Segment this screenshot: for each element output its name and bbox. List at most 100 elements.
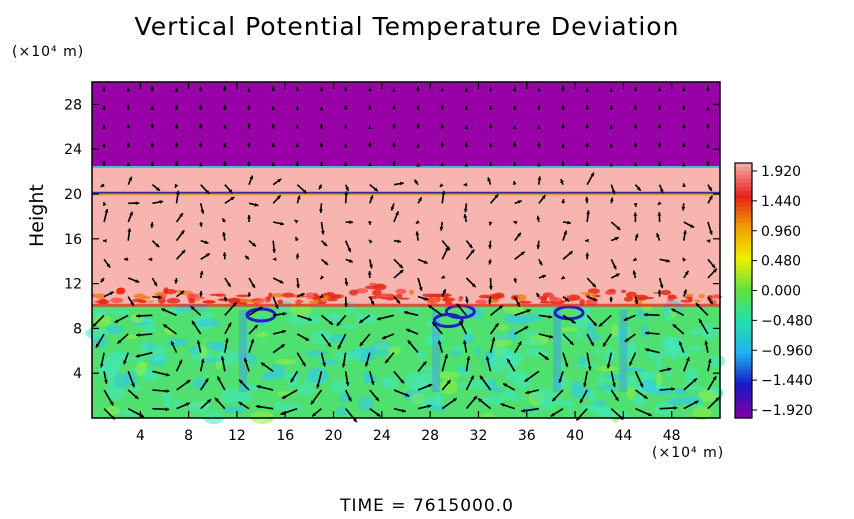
vector-arrow-head [616, 226, 621, 230]
vector-arrow-head [227, 322, 232, 327]
vector-arrow-head [310, 400, 315, 405]
vector-arrow-head [318, 185, 323, 190]
vector-arrow-head [567, 220, 571, 225]
vector-arrow-head [471, 283, 476, 288]
field-patch [268, 364, 286, 380]
vector-arrow-head [276, 195, 281, 200]
vector-arrow-head [633, 87, 638, 91]
vector-arrow-head [659, 284, 664, 289]
field-interface [635, 297, 645, 300]
vector-arrow-head [399, 181, 404, 186]
field-patch [474, 346, 482, 356]
vector-arrow-head [271, 123, 276, 128]
vector-arrow-head [643, 312, 648, 317]
field-patch [415, 372, 439, 386]
vector-arrow-head [158, 295, 162, 300]
field-patch [305, 350, 329, 357]
vector-arrow-head [695, 303, 700, 308]
vector-arrow-head [239, 379, 243, 384]
vector-arrow-head [657, 105, 662, 109]
vector-arrow-head [100, 278, 105, 283]
colorbar-segment [735, 290, 752, 296]
vector-arrow-head [247, 105, 251, 109]
vector-arrow-head [343, 124, 348, 129]
vector-arrow-head [488, 124, 493, 128]
field-patch [666, 397, 691, 406]
colorbar-segment [735, 294, 752, 300]
field-patch [326, 312, 341, 324]
colorbar-label: −1.920 [761, 403, 813, 419]
vector-arrow-head [328, 320, 333, 325]
vector-arrow-head [367, 271, 372, 275]
field-patch [109, 309, 130, 316]
vector-arrow-head [367, 221, 372, 225]
field-interface [205, 300, 216, 304]
colorbar-label: 1.920 [761, 164, 801, 180]
colorbar-segment [735, 346, 752, 351]
vector-arrow-head [681, 105, 686, 109]
colorbar-segment [735, 414, 752, 419]
vector-arrow-head [345, 186, 349, 191]
field-column [552, 310, 561, 392]
colorbar-segment [735, 210, 752, 216]
vector-arrow-head [174, 183, 179, 188]
field-patch [287, 379, 300, 387]
vector-arrow-head [127, 228, 132, 232]
field-patch [691, 406, 712, 421]
vector-arrow-head [392, 123, 396, 127]
field-patch [489, 387, 505, 393]
vector-arrow-head [204, 240, 209, 244]
vector-arrow-head [109, 401, 114, 406]
x-tick-label: 36 [518, 428, 536, 444]
vector-arrow-head [205, 189, 210, 194]
vector-arrow-head [136, 333, 140, 337]
vector-arrow-head [198, 123, 203, 128]
field-patch [656, 355, 663, 371]
vector-arrow-head [150, 106, 155, 110]
colorbar-segment [735, 262, 752, 268]
field-interface [188, 298, 196, 304]
colorbar-segment [735, 222, 752, 228]
colorbar-segment [735, 374, 752, 379]
vector-arrow-head [123, 360, 127, 365]
vector-arrow-head [606, 364, 611, 369]
vector-arrow-head [541, 195, 546, 200]
vector-arrow-head [224, 338, 229, 343]
colorbar-segment [735, 342, 752, 347]
vector-arrow-head [126, 162, 131, 166]
field-interface [166, 298, 181, 304]
vector-arrow-head [512, 142, 517, 146]
vector-arrow-head [612, 383, 616, 387]
vector-arrow-head [165, 407, 170, 412]
field-patch [567, 400, 574, 411]
field-interface [687, 295, 693, 303]
vector-arrow-head [706, 160, 710, 165]
vector-arrow-head [536, 105, 541, 109]
vector-arrow-head [633, 142, 638, 146]
field-interface [320, 297, 327, 302]
field-patch [597, 378, 606, 386]
colorbar-segment [735, 326, 752, 331]
colorbar-segment [735, 174, 752, 180]
x-tick-label: 24 [373, 428, 391, 444]
field-patch [340, 324, 359, 330]
vector-arrow-head [517, 232, 521, 237]
field-patch [622, 367, 645, 373]
colorbar-segment [735, 178, 752, 184]
colorbar-segment [735, 350, 752, 355]
vector-arrow-head [416, 86, 420, 90]
field-interface [187, 293, 200, 299]
vector-arrow-head [319, 106, 324, 111]
vector-arrow-head [615, 273, 620, 278]
vector-arrow-head [385, 359, 389, 364]
vector-arrow-head [250, 339, 255, 344]
vector-arrow-head [222, 218, 226, 223]
field-patch [196, 318, 221, 328]
vector-arrow-head [353, 418, 357, 423]
time-label: TIME = 7615000.0 [340, 496, 514, 516]
vector-arrow-head [204, 378, 209, 383]
x-tick-label: 20 [325, 428, 343, 444]
colorbar-segment [735, 286, 752, 292]
field-patch [687, 385, 706, 391]
